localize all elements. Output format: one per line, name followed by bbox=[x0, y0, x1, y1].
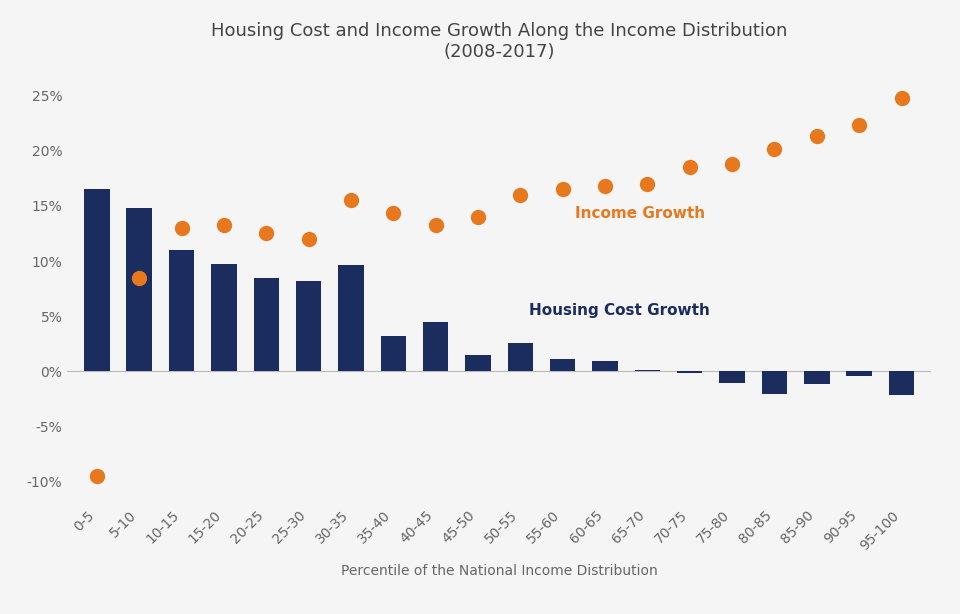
Point bbox=[386, 208, 401, 217]
Point bbox=[725, 159, 740, 169]
Bar bbox=[211, 265, 236, 371]
Bar bbox=[592, 361, 618, 371]
Text: Income Growth: Income Growth bbox=[575, 206, 706, 221]
Point bbox=[89, 471, 105, 481]
Bar bbox=[804, 371, 829, 384]
Bar bbox=[508, 343, 533, 371]
Point bbox=[300, 234, 316, 244]
Point bbox=[428, 220, 444, 230]
Bar bbox=[253, 278, 279, 371]
Bar bbox=[762, 371, 787, 394]
Bar bbox=[466, 355, 491, 371]
Bar bbox=[889, 371, 914, 395]
Point bbox=[894, 93, 909, 103]
Title: Housing Cost and Income Growth Along the Income Distribution
(2008-2017): Housing Cost and Income Growth Along the… bbox=[211, 22, 787, 61]
Point bbox=[132, 273, 147, 282]
Bar bbox=[338, 265, 364, 371]
Point bbox=[683, 163, 698, 173]
Point bbox=[555, 184, 570, 194]
Bar bbox=[635, 370, 660, 371]
Point bbox=[852, 120, 867, 130]
Bar bbox=[550, 359, 575, 371]
Point bbox=[767, 144, 782, 154]
X-axis label: Percentile of the National Income Distribution: Percentile of the National Income Distri… bbox=[341, 564, 658, 578]
Point bbox=[513, 190, 528, 200]
Point bbox=[597, 181, 612, 191]
Point bbox=[174, 223, 189, 233]
Point bbox=[809, 131, 825, 141]
Bar bbox=[677, 371, 703, 373]
Bar bbox=[169, 250, 194, 371]
Bar bbox=[84, 189, 109, 371]
Bar bbox=[380, 336, 406, 371]
Point bbox=[639, 179, 655, 188]
Bar bbox=[719, 371, 745, 383]
Point bbox=[216, 220, 231, 230]
Point bbox=[470, 212, 486, 222]
Bar bbox=[296, 281, 322, 371]
Bar bbox=[847, 371, 872, 376]
Text: Housing Cost Growth: Housing Cost Growth bbox=[529, 303, 709, 318]
Point bbox=[344, 195, 359, 205]
Point bbox=[258, 228, 274, 238]
Bar bbox=[127, 208, 152, 371]
Bar bbox=[423, 322, 448, 371]
